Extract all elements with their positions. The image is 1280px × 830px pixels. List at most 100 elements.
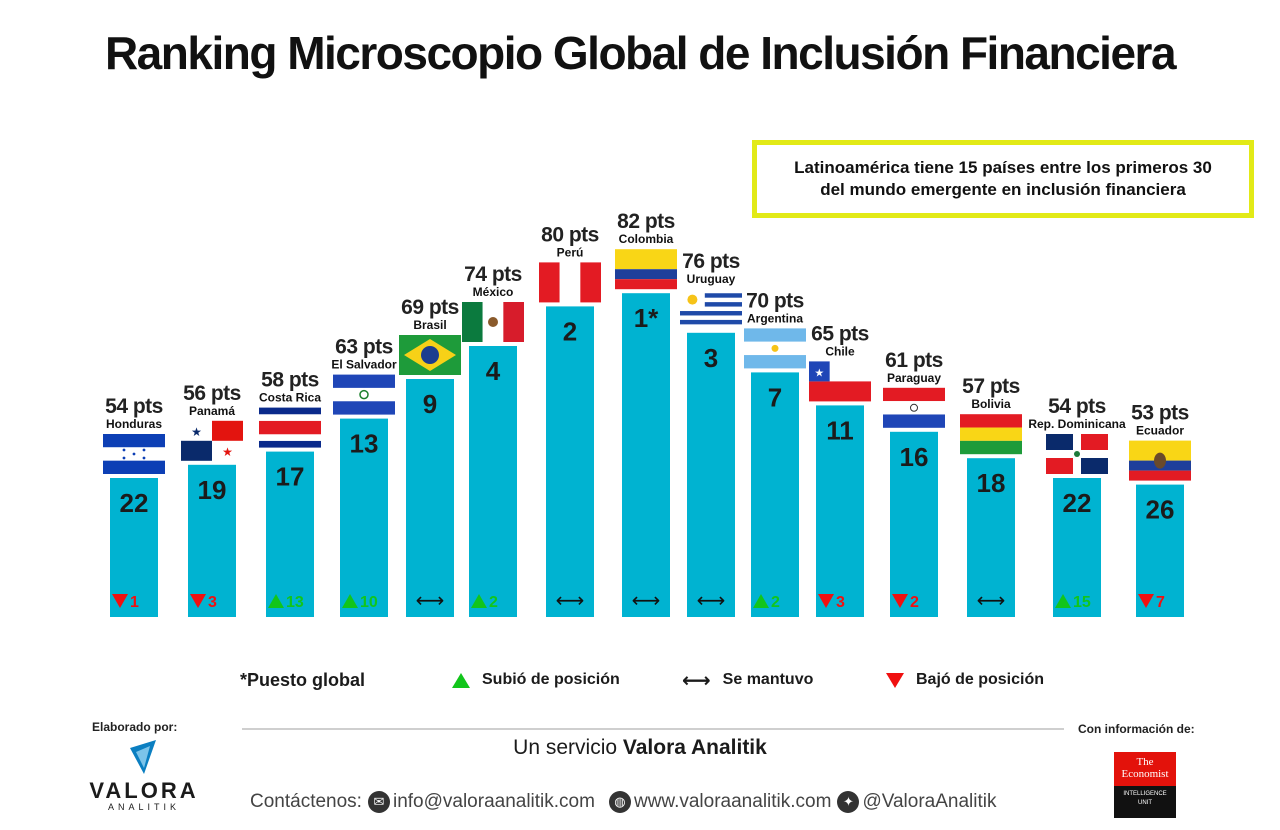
- no-change-icon: ⟷: [416, 590, 445, 612]
- country-label: El Salvador: [331, 358, 397, 372]
- email-icon: ✉: [367, 791, 390, 813]
- triangle-down-icon: [190, 594, 206, 608]
- triangle-up-icon: [268, 594, 284, 608]
- service-line: Un servicio Valora Analitik: [0, 736, 1280, 760]
- change-value: 13: [286, 594, 304, 611]
- bar: [687, 332, 735, 617]
- country-label: Perú: [557, 245, 584, 259]
- rank-label: 4: [486, 356, 501, 386]
- no-change-icon: ⟷: [977, 590, 1006, 612]
- country-label: Panamá: [189, 404, 235, 418]
- country-label: Ecuador: [1136, 424, 1184, 438]
- points-label: 65 pts: [811, 322, 869, 345]
- points-label: 74 pts: [464, 263, 522, 286]
- economist-logo: The Economist INTELLIGENCE UNIT: [1114, 752, 1176, 818]
- legend-same-label: Se mantuvo: [722, 671, 814, 688]
- flag-icon: [103, 434, 165, 474]
- points-label: 69 pts: [401, 296, 459, 319]
- legend-down: Bajó de posición: [886, 666, 1044, 694]
- chart-title: Ranking Microscopio Global de Inclusión …: [104, 27, 1177, 79]
- flag-icon: [539, 262, 601, 303]
- flag-icon: ★: [809, 361, 871, 402]
- rank-label: 19: [198, 475, 227, 505]
- rank-label: 22: [120, 488, 149, 518]
- points-label: 61 pts: [885, 349, 943, 372]
- bar: [622, 293, 670, 617]
- divider: [242, 728, 1064, 730]
- contact-email[interactable]: info@valoraanalitik.com: [392, 791, 595, 812]
- economist-line2: Economist: [1121, 768, 1169, 780]
- legend-same: ⟷ Se mantuvo: [682, 666, 813, 694]
- change-value: 7: [1156, 594, 1165, 611]
- triangle-down-icon: [1138, 594, 1154, 608]
- rank-label: 26: [1146, 495, 1175, 525]
- economist-wordmark: The Economist: [1114, 752, 1176, 786]
- flag-icon: [1046, 434, 1108, 474]
- no-change-icon: ⟷: [556, 590, 585, 612]
- points-label: 82 pts: [617, 210, 675, 233]
- country-label: Costa Rica: [259, 391, 321, 405]
- country-label: Bolivia: [971, 397, 1011, 411]
- country-label: Honduras: [106, 417, 162, 431]
- points-label: 56 pts: [183, 382, 241, 405]
- contact-label: Contáctenos:: [250, 791, 362, 812]
- rank-label: 2: [563, 316, 577, 346]
- callout-line-1: Latinoamérica tiene 15 países entre los …: [794, 158, 1212, 177]
- triangle-up-icon: [342, 594, 358, 608]
- flag-icon: ★★: [181, 420, 243, 461]
- legend-up: Subió de posición: [452, 666, 620, 694]
- legend-down-label: Bajó de posición: [916, 671, 1045, 688]
- economist-unit-line2: UNIT: [1138, 800, 1152, 806]
- change-value: 2: [771, 594, 780, 611]
- country-label: Uruguay: [687, 272, 736, 286]
- points-label: 58 pts: [261, 369, 319, 392]
- triangle-down-icon: [818, 594, 834, 608]
- valora-logo-sub: ANALITIK: [107, 802, 180, 812]
- contact-website[interactable]: www.valoraanalitik.com: [633, 791, 832, 812]
- contact-line: Contáctenos: ✉ info@valoraanalitik.com ◍…: [250, 788, 997, 816]
- no-change-icon: ⟷: [697, 590, 726, 612]
- change-value: 15: [1073, 594, 1091, 611]
- service-brand: Valora Analitik: [622, 736, 767, 759]
- made-by-label: Elaborado por:: [92, 720, 178, 734]
- triangle-up-icon: [753, 594, 769, 608]
- service-prefix: Un servicio: [513, 736, 623, 759]
- svg-text:★: ★: [222, 445, 233, 459]
- svg-text:★: ★: [814, 367, 824, 379]
- legend-up-label: Subió de posición: [482, 671, 620, 688]
- points-label: 54 pts: [105, 395, 163, 418]
- bar: [340, 418, 388, 617]
- economist-unit-line1: INTELLIGENCE: [1123, 791, 1167, 797]
- change-value: 3: [208, 594, 217, 611]
- rank-label: 1*: [634, 303, 659, 333]
- bar: [1053, 478, 1101, 617]
- triangle-up-icon: [1055, 594, 1071, 608]
- flag-icon: [399, 335, 461, 375]
- points-label: 53 pts: [1131, 402, 1189, 425]
- triangle-down-icon: [892, 594, 908, 608]
- triangle-up-icon: [471, 594, 487, 608]
- change-value: 1: [130, 594, 139, 611]
- info-from-label: Con información de:: [1078, 722, 1195, 736]
- flag-icon: [462, 302, 524, 342]
- change-value: 3: [836, 594, 845, 611]
- country-label: México: [473, 285, 514, 299]
- country-label: Colombia: [619, 232, 674, 246]
- points-label: 63 pts: [335, 336, 393, 359]
- valora-logo-text: VALORA: [89, 778, 199, 803]
- contact-twitter[interactable]: @ValoraAnalitik: [862, 791, 997, 812]
- points-label: 54 pts: [1048, 395, 1106, 418]
- rank-label: 7: [768, 382, 782, 412]
- triangle-down-icon: [112, 594, 128, 608]
